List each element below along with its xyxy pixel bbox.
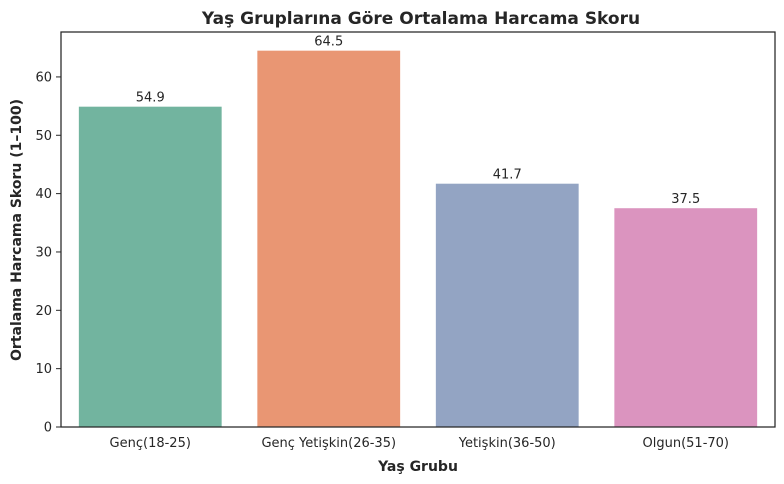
plot-area: 0 10 20 30 40 50 60 54.9 Genç(18-25) 64.5 Genç Yet… (35, 35, 758, 451)
y-tick-label: 50 (35, 129, 52, 144)
bar (614, 208, 758, 427)
x-tick-label: Genç(18-25) (110, 436, 191, 451)
bar (257, 50, 401, 428)
y-tick-label: 10 (35, 362, 52, 377)
bar-value-label: 54.9 (136, 91, 165, 106)
x-axis-label: Yaş Grubu (377, 459, 458, 475)
y-tick-label: 0 (44, 421, 52, 436)
y-tick-label: 20 (35, 304, 52, 319)
y-tick-label: 40 (35, 187, 52, 202)
bar-value-label: 37.5 (671, 192, 700, 207)
x-tick-label: Genç Yetişkin(26-35) (261, 436, 396, 451)
y-axis-label: Ortalama Harcama Skoru (1–100) (9, 99, 25, 361)
x-tick-label: Yetişkin(36-50) (458, 436, 556, 451)
bar (435, 183, 579, 427)
bar-value-label: 41.7 (493, 168, 522, 183)
y-tick-label: 30 (35, 245, 52, 260)
bar-value-label: 64.5 (314, 35, 343, 50)
chart-title: Yaş Gruplarına Göre Ortalama Harcama Sko… (201, 9, 640, 29)
bar (78, 106, 222, 427)
x-tick-label: Olgun(51-70) (643, 436, 730, 451)
y-tick-label: 60 (35, 70, 52, 85)
plot-frame (60, 31, 776, 428)
